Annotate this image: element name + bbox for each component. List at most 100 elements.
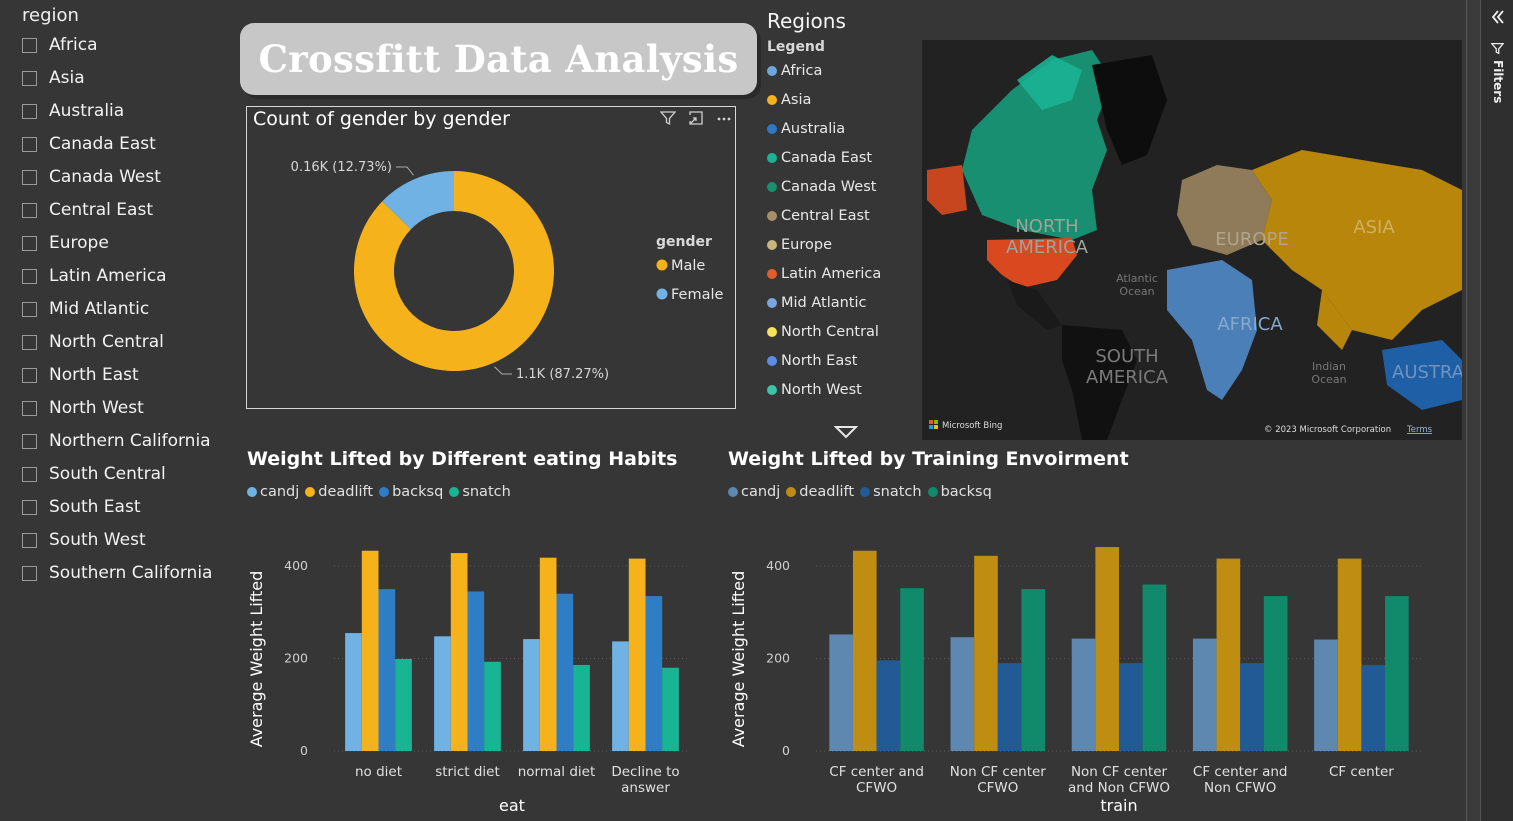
slicer-checkbox[interactable] [22,367,37,383]
slicer-item[interactable]: Canada West [22,165,161,189]
canvas-scrollbar[interactable] [1466,0,1481,821]
bar-candj[interactable] [1192,638,1217,751]
africa-region[interactable] [1167,260,1257,400]
bar-candj[interactable] [1314,639,1338,751]
chart-legend-item[interactable]: deadlift [786,484,854,500]
slicer-checkbox[interactable] [22,268,37,284]
bar-snatch[interactable] [876,660,901,751]
slicer-item[interactable]: Mid Atlantic [22,297,149,321]
slicer-checkbox[interactable] [22,169,37,185]
bar-backsq[interactable] [556,593,574,751]
more-options-icon[interactable] [715,110,733,128]
bar-candj[interactable] [612,641,629,751]
bar-snatch[interactable] [1240,663,1264,751]
bar-deadlift[interactable] [450,553,468,751]
slicer-checkbox[interactable] [22,136,37,152]
donut-legend-label[interactable]: Female [671,287,724,303]
filter-icon[interactable] [659,110,677,128]
bar-backsq[interactable] [467,591,485,751]
map-legend-item[interactable]: Australia [767,119,845,139]
slicer-item[interactable]: Northern California [22,429,211,453]
slicer-item[interactable]: South Central [22,462,166,486]
map-legend-item[interactable]: Mid Atlantic [767,293,867,313]
bar-backsq[interactable] [1263,596,1288,751]
filters-pane[interactable]: Filters [1480,0,1513,821]
slicer-item[interactable]: Canada East [22,132,156,156]
bar-candj[interactable] [829,634,853,751]
bar-snatch[interactable] [395,658,412,751]
bar-backsq[interactable] [1021,589,1046,751]
bar-snatch[interactable] [662,667,679,751]
europe-region[interactable] [1177,165,1272,255]
bar-candj[interactable] [345,633,362,751]
map-legend-item[interactable]: North East [767,351,857,371]
usa-region[interactable] [987,238,1077,288]
slicer-checkbox[interactable] [22,235,37,251]
slicer-item[interactable]: North West [22,396,144,420]
terms-link[interactable]: Terms [1406,425,1433,435]
bar-backsq[interactable] [1385,596,1409,751]
bar-candj[interactable] [950,637,975,751]
slicer-checkbox[interactable] [22,532,37,548]
bar-snatch[interactable] [484,661,501,751]
slicer-item[interactable]: Africa [22,33,98,57]
donut-legend-label[interactable]: Male [671,258,705,274]
bar-deadlift[interactable] [1095,547,1119,751]
donut-slice-female[interactable] [382,171,454,230]
slicer-checkbox[interactable] [22,301,37,317]
bar-candj[interactable] [1071,638,1096,751]
slicer-checkbox[interactable] [22,433,37,449]
chart-legend-item[interactable]: backsq [927,484,992,500]
bar-snatch[interactable] [997,663,1022,751]
slicer-checkbox[interactable] [22,103,37,119]
donut-slice-male[interactable] [353,171,554,372]
slicer-checkbox[interactable] [22,400,37,416]
slicer-checkbox[interactable] [22,334,37,350]
bar-snatch[interactable] [1119,663,1143,751]
bar-deadlift[interactable] [1216,558,1241,751]
map-legend-item[interactable]: Central East [767,206,870,226]
legend-scroll-down-icon[interactable] [833,424,859,443]
slicer-item[interactable]: South West [22,528,146,552]
slicer-item[interactable]: Europe [22,231,109,255]
bar-candj[interactable] [523,639,540,751]
slicer-item[interactable]: South East [22,495,141,519]
slicer-checkbox[interactable] [22,565,37,581]
slicer-item[interactable]: North Central [22,330,164,354]
bar-candj[interactable] [434,636,451,751]
slicer-checkbox[interactable] [22,499,37,515]
south-america-region[interactable] [1062,325,1137,440]
asia-region[interactable] [1252,150,1462,340]
bar-snatch[interactable] [1361,664,1386,751]
slicer-checkbox[interactable] [22,37,37,53]
map-legend-item[interactable]: North Central [767,322,879,342]
chart-legend-item[interactable]: backsq [379,484,443,500]
bar-deadlift[interactable] [1337,558,1362,751]
slicer-item[interactable]: Asia [22,66,85,90]
map-legend-item[interactable]: Canada West [767,177,876,197]
map-legend-item[interactable]: Asia [767,90,811,110]
map-legend-item[interactable]: Canada East [767,148,872,168]
bar-backsq[interactable] [900,588,924,751]
bar-deadlift[interactable] [852,550,877,751]
map-legend-item[interactable]: Africa [767,61,822,81]
region-map[interactable]: NORTH AMERICA EUROPE ASIA AFRICA SOUTH A… [922,40,1462,440]
chart-legend-item[interactable]: snatch [449,484,511,500]
bar-deadlift[interactable] [539,557,557,751]
chart-legend-item[interactable]: snatch [860,484,922,500]
bar-deadlift[interactable] [628,558,646,751]
australia-region[interactable] [1382,340,1462,410]
map-legend-item[interactable]: North West [767,380,862,400]
slicer-checkbox[interactable] [22,202,37,218]
bar-backsq[interactable] [378,589,396,751]
canada-region[interactable] [962,50,1112,240]
bar-snatch[interactable] [573,664,590,751]
bar-deadlift[interactable] [361,550,379,751]
chart-legend-item[interactable]: candj [728,484,780,500]
chart-legend-item[interactable]: candj [247,484,299,500]
collapse-filters-icon[interactable] [1490,9,1506,29]
slicer-item[interactable]: North East [22,363,139,387]
map-legend-item[interactable]: Europe [767,235,832,255]
chart-legend-item[interactable]: deadlift [305,484,373,500]
slicer-checkbox[interactable] [22,70,37,86]
